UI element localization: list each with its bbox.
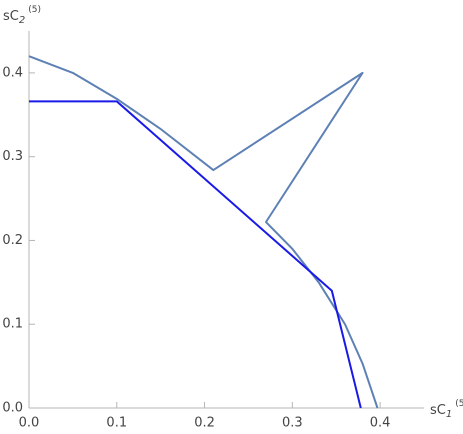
x-tick-label: 0.4	[370, 416, 391, 431]
y-tick-label: 0.4	[2, 65, 23, 80]
x-tick-label: 0.0	[19, 416, 40, 431]
y-tick-label: 0.0	[2, 401, 23, 416]
ylabel-sub: 2	[19, 15, 25, 26]
x-tick-label: 0.1	[106, 416, 127, 431]
ylabel-label: sC2(5)	[3, 5, 41, 27]
y-tick-label: 0.1	[2, 317, 23, 332]
x-tick-label: 0.2	[194, 416, 215, 431]
ylabel-sup: (5)	[28, 5, 41, 15]
y-tick-label: 0.2	[2, 233, 23, 248]
ylabel-base: sC	[3, 9, 19, 24]
xlabel-sub: 1	[446, 409, 452, 420]
xlabel-label: sC1(5)	[430, 399, 463, 421]
line	[29, 100, 362, 409]
xlabel-sup: (5)	[455, 399, 463, 409]
x-tick-label: 0.3	[282, 416, 303, 431]
line	[28, 55, 379, 409]
xlabel-base: sC	[430, 403, 446, 418]
y-tick-label: 0.3	[2, 149, 23, 164]
